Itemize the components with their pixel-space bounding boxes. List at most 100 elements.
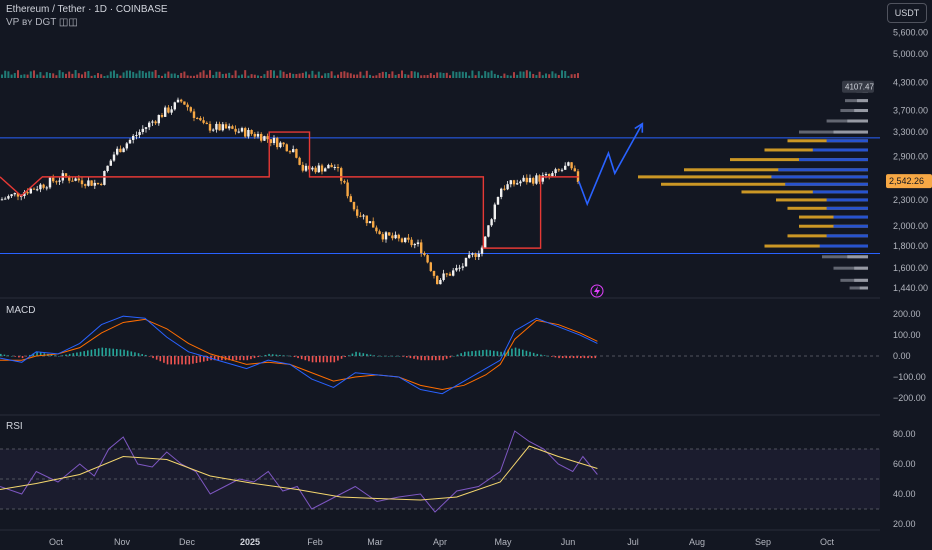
volume-bar <box>481 75 483 78</box>
macd-histogram-bar <box>39 352 42 356</box>
candle-body <box>93 182 96 186</box>
candle-body <box>215 123 218 130</box>
volume-bar <box>225 73 227 78</box>
volume-bar <box>221 73 224 78</box>
candle-body <box>288 151 292 153</box>
candle-body <box>285 144 288 152</box>
macd-histogram-bar <box>500 351 502 356</box>
volume-bar <box>372 75 375 78</box>
volume-bar <box>343 71 346 78</box>
candle-body <box>263 136 266 141</box>
candle-body <box>212 129 215 131</box>
volume-bar <box>497 74 499 78</box>
indicator-label[interactable]: VP ʙʏ DGT ◫◫ <box>6 17 78 28</box>
macd-histogram-bar <box>148 356 151 357</box>
macd-histogram-bar <box>300 356 303 360</box>
candle-body <box>432 270 436 276</box>
candle-body <box>480 247 484 254</box>
volume-bar <box>423 75 426 78</box>
price-tick-label: 2,900.00 <box>893 151 928 161</box>
volume-bar <box>442 72 445 78</box>
macd-histogram-bar <box>18 356 20 358</box>
macd-histogram-bar <box>242 356 245 361</box>
macd-histogram-bar <box>583 356 586 359</box>
candle-body <box>317 165 320 173</box>
volume-bar <box>413 71 416 78</box>
candle-body <box>346 182 349 197</box>
volume-bar <box>337 74 339 78</box>
volume-bar <box>445 72 448 78</box>
candle-body <box>327 164 330 169</box>
candle-body <box>141 128 144 132</box>
volume-bar <box>426 75 429 78</box>
candle-body <box>560 169 564 171</box>
macd-histogram-bar <box>536 353 539 356</box>
volume-bar <box>199 72 202 78</box>
macd-histogram-bar <box>377 356 379 357</box>
volume-bar <box>324 73 327 78</box>
currency-button[interactable]: USDT <box>887 3 927 23</box>
volume-bar <box>282 71 285 78</box>
macd-histogram-bar <box>348 355 350 356</box>
macd-histogram-bar <box>152 356 154 359</box>
macd-histogram-bar <box>456 354 459 356</box>
candle-body <box>362 215 365 217</box>
time-tick-label: May <box>494 537 512 547</box>
macd-histogram-bar <box>137 353 140 356</box>
volume-bar <box>429 73 432 78</box>
volume-bar <box>388 74 391 78</box>
volume-bars <box>1 70 579 78</box>
high-marker-tag <box>842 80 874 93</box>
macd-histogram-bar <box>112 348 114 356</box>
volume-bar <box>308 74 311 78</box>
volume-bar <box>458 71 461 78</box>
candle-body <box>372 221 375 228</box>
macd-histogram-bar <box>572 356 575 359</box>
volume-bar <box>474 75 477 78</box>
candle-body <box>224 124 228 129</box>
grid <box>0 297 880 531</box>
candle-body <box>301 164 304 171</box>
volume-bar <box>244 70 247 78</box>
macd-histogram-bar <box>94 349 96 356</box>
volume-bar <box>20 74 23 78</box>
volume-bar <box>532 73 535 78</box>
volume-bar <box>119 75 122 78</box>
candle-body <box>103 170 106 185</box>
price-axis: 5,600.00 5,000.00 4,300.00 3,700.00 3,300.00… <box>842 28 932 529</box>
macd-histogram-bar <box>373 355 375 356</box>
volume-bar <box>404 74 407 78</box>
macd-histogram-bar <box>413 356 415 359</box>
macd-histogram-bar <box>333 356 336 363</box>
macd-histogram-bar <box>580 356 582 359</box>
macd-histogram-bar <box>58 356 60 357</box>
macd-histogram-bar <box>76 352 78 356</box>
volume-bar <box>449 75 451 78</box>
macd-histogram-bar <box>264 354 267 356</box>
candle-body <box>516 183 519 185</box>
macd-histogram-bar <box>384 356 386 357</box>
rsi-tick-label: 20.00 <box>893 519 916 529</box>
candle-body <box>378 231 381 235</box>
candle-body <box>23 192 26 197</box>
macd-histogram-bar <box>427 356 430 361</box>
candle-body <box>144 127 148 129</box>
macd-histogram-bar <box>569 356 571 359</box>
candle-body <box>167 107 170 113</box>
symbol-title[interactable]: Ethereum / Tether · 1D · COINBASE <box>6 4 168 15</box>
candle-body <box>330 164 333 168</box>
candle-body <box>349 196 352 202</box>
volume-bar <box>29 71 32 78</box>
candle-body <box>237 131 240 133</box>
macd-histogram-bar <box>21 356 24 359</box>
macd-histogram-bar <box>217 356 220 361</box>
volume-bar <box>215 71 218 78</box>
candle-body <box>500 188 503 197</box>
macd-histogram-bar <box>322 356 325 363</box>
macd-histogram-bar <box>79 351 82 356</box>
volume-bar <box>266 70 269 78</box>
macd-histogram-bar <box>116 349 118 356</box>
candle-body <box>52 177 55 182</box>
macd-histogram-bar <box>308 356 310 362</box>
